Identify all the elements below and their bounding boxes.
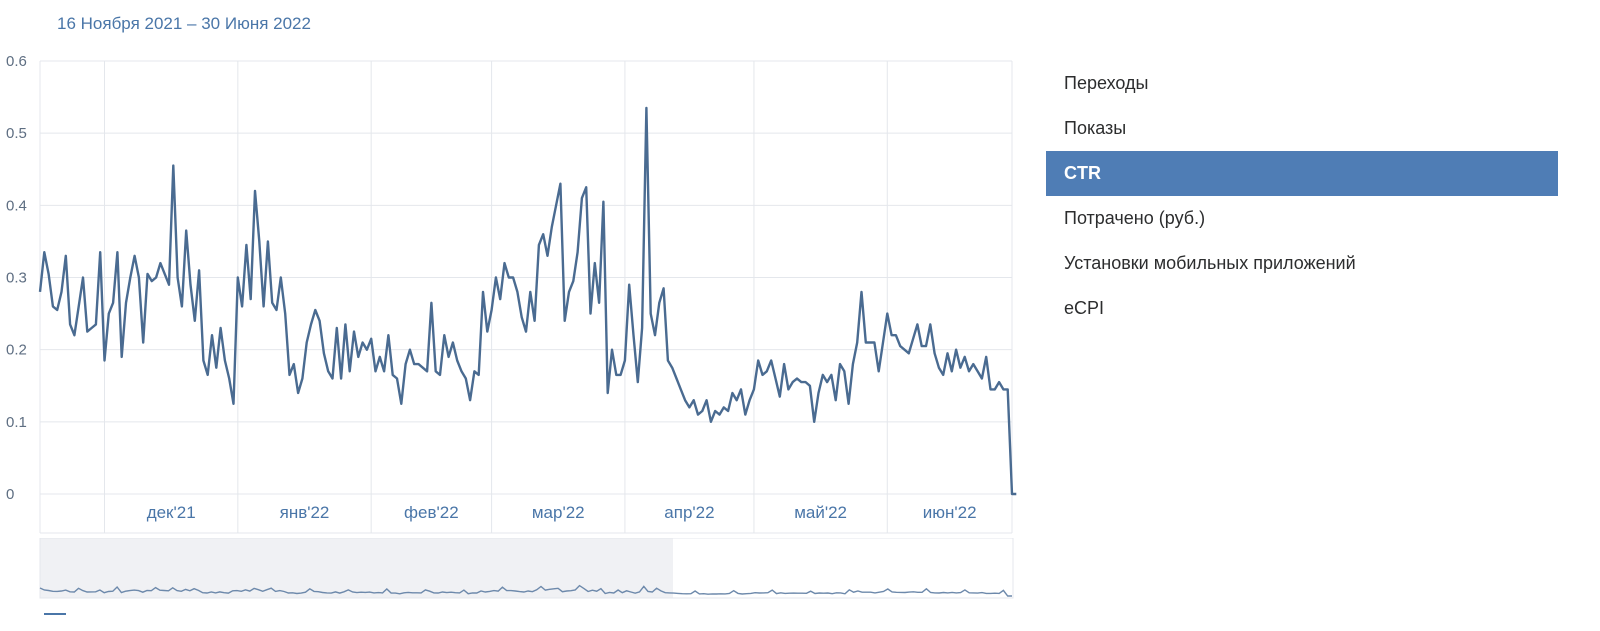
x-tick-label: янв'22	[280, 503, 330, 522]
x-tick-label: мар'22	[532, 503, 585, 522]
y-tick-label: 0.3	[6, 270, 27, 287]
y-tick-label: 0.4	[6, 197, 27, 214]
navigator-series-line	[39, 584, 1012, 597]
metric-item-impressions[interactable]: Показы	[1064, 118, 1127, 138]
y-tick-label: 0.2	[6, 342, 27, 359]
metric-item-spent[interactable]: Потрачено (руб.)	[1064, 208, 1206, 228]
navigator-selection[interactable]	[40, 538, 673, 598]
y-tick-label: 0	[6, 486, 14, 503]
y-tick-label: 0.1	[6, 414, 27, 431]
x-axis-ticks: дек'21 янв'22 фев'22 мар'22 апр'22 май'22 июн'…	[147, 503, 977, 522]
series-line-ctr	[38, 106, 1017, 496]
navigator-frame	[39, 538, 1014, 599]
chart-grid	[39, 60, 1013, 534]
metric-item-ecpi[interactable]: eCPI	[1064, 298, 1105, 318]
y-tick-label: 0.5	[6, 125, 27, 142]
navigator-chart[interactable]	[0, 538, 1030, 600]
date-range-label: 16 Ноября 2021 – 30 Июня 2022	[57, 14, 311, 33]
metric-item-ctr[interactable]: CTR	[1046, 151, 1558, 196]
metric-item-clicks[interactable]: Переходы	[1064, 73, 1149, 93]
navigator-handle[interactable]	[44, 613, 66, 615]
y-tick-label: 0.6	[6, 53, 27, 70]
metric-list: Переходы Показы CTR Потрачено (руб.) Уст…	[1046, 61, 1558, 331]
metric-item-app-installs[interactable]: Установки мобильных приложений	[1064, 253, 1356, 273]
x-tick-label: фев'22	[404, 503, 459, 522]
ctr-line-chart[interactable]: 0 0.1 0.2 0.3 0.4 0.5 0.6 дек'21 янв'22 фев'22 ма…	[0, 46, 1030, 538]
y-axis-ticks: 0 0.1 0.2 0.3 0.4 0.5 0.6	[6, 53, 27, 503]
x-tick-label: июн'22	[923, 503, 977, 522]
x-tick-label: май'22	[794, 503, 847, 522]
x-tick-label: апр'22	[664, 503, 714, 522]
x-tick-label: дек'21	[147, 503, 196, 522]
